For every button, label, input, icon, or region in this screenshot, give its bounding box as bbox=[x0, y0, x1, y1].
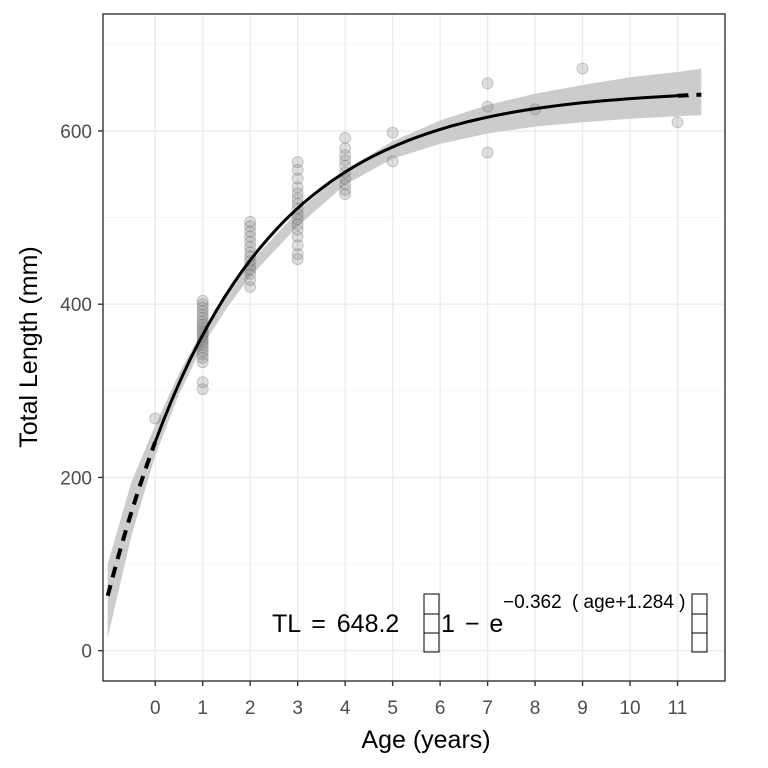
y-tick-label: 400 bbox=[60, 295, 92, 316]
data-point bbox=[339, 131, 352, 144]
data-point bbox=[196, 315, 209, 328]
x-tick-label: 7 bbox=[482, 698, 493, 719]
data-point bbox=[244, 230, 257, 243]
x-tick-label: 1 bbox=[197, 698, 208, 719]
equation-exponent-close: ) bbox=[679, 592, 685, 613]
data-point bbox=[244, 241, 257, 254]
data-point bbox=[481, 100, 494, 113]
data-point bbox=[244, 220, 257, 233]
data-point bbox=[196, 383, 209, 396]
data-point bbox=[244, 273, 257, 286]
data-point bbox=[339, 154, 352, 167]
data-point bbox=[196, 308, 209, 321]
data-point bbox=[339, 183, 352, 196]
data-point bbox=[149, 412, 162, 425]
plot-background bbox=[103, 14, 725, 681]
data-point bbox=[291, 223, 304, 236]
equation-exponent-inner: age+1.284 bbox=[584, 592, 675, 613]
x-tick-label: 8 bbox=[530, 698, 541, 719]
x-tick-label: 10 bbox=[619, 698, 640, 719]
svg-text:1 − e: 1 − e bbox=[441, 610, 503, 638]
data-point bbox=[196, 298, 209, 311]
data-point bbox=[671, 116, 684, 129]
equation-one: 1 bbox=[441, 610, 455, 638]
data-point bbox=[339, 188, 352, 201]
data-point bbox=[291, 218, 304, 231]
fit-line-extrapolated-low bbox=[105, 441, 158, 597]
fit-line-observed bbox=[153, 94, 678, 443]
data-point bbox=[244, 215, 257, 228]
x-tick-label: 11 bbox=[668, 698, 688, 719]
x-axis-ticks: 0 1 2 3 4 5 6 7 8 9 10 11 bbox=[150, 681, 687, 719]
x-tick-label: 2 bbox=[245, 698, 256, 719]
data-point bbox=[244, 267, 257, 280]
y-tick-label: 0 bbox=[81, 642, 92, 663]
data-point bbox=[291, 181, 304, 194]
equation-bracket-left-bottom bbox=[423, 632, 440, 653]
y-axis-title: Total Length (mm) bbox=[15, 246, 43, 447]
data-point bbox=[196, 351, 209, 364]
x-tick-label: 9 bbox=[577, 698, 588, 719]
data-point bbox=[339, 142, 352, 155]
equation-linf: 648.2 bbox=[337, 610, 400, 638]
data-point bbox=[196, 305, 209, 318]
data-point bbox=[291, 230, 304, 243]
data-point bbox=[339, 149, 352, 162]
data-point bbox=[196, 376, 209, 389]
equation-e: e bbox=[489, 610, 503, 638]
x-axis-title: Age (years) bbox=[361, 726, 490, 754]
svg-text:−0.362 ( age+1.284: −0.362 ( age+1.284 ) bbox=[503, 592, 686, 613]
data-point bbox=[481, 77, 494, 90]
data-point bbox=[291, 163, 304, 176]
data-point bbox=[291, 192, 304, 205]
data-point bbox=[386, 126, 399, 139]
equation-lhs: TL bbox=[272, 610, 301, 638]
data-point bbox=[196, 344, 209, 357]
fit-line-extrapolated-high bbox=[677, 92, 702, 98]
equation-exponent-open: ( bbox=[572, 592, 579, 613]
equation-equals: = bbox=[311, 610, 326, 638]
data-point bbox=[291, 213, 304, 226]
svg-text:TL = 648.2: TL = 648.2 bbox=[272, 610, 399, 638]
data-point bbox=[196, 356, 209, 369]
data-point bbox=[196, 312, 209, 325]
data-point bbox=[196, 294, 209, 307]
x-tick-label: 4 bbox=[340, 698, 351, 719]
y-axis-ticks: 0 200 400 600 bbox=[60, 122, 103, 663]
data-point bbox=[291, 247, 304, 260]
fit-line bbox=[105, 92, 702, 597]
plot-border bbox=[102, 13, 726, 682]
data-point bbox=[291, 187, 304, 200]
data-point bbox=[291, 239, 304, 252]
grid-lines bbox=[103, 14, 725, 681]
y-tick-label: 600 bbox=[60, 122, 92, 143]
data-point bbox=[244, 235, 257, 248]
x-tick-label: 0 bbox=[150, 698, 161, 719]
data-point bbox=[291, 156, 304, 169]
equation-annotation: TL = 648.2 1 − e −0.362 ( age+1.284 ) bbox=[272, 592, 708, 653]
equation-bracket-right-bottom bbox=[691, 632, 708, 653]
x-tick-label: 5 bbox=[387, 698, 398, 719]
data-point bbox=[481, 146, 494, 159]
data-point bbox=[576, 62, 589, 75]
x-tick-label: 6 bbox=[435, 698, 446, 719]
x-tick-label: 3 bbox=[292, 698, 303, 719]
data-point bbox=[196, 301, 209, 314]
data-point bbox=[291, 253, 304, 266]
equation-exponent-k: −0.362 bbox=[503, 592, 562, 613]
data-point bbox=[386, 155, 399, 168]
data-point bbox=[339, 178, 352, 191]
y-tick-label: 200 bbox=[60, 468, 92, 489]
equation-minus: − bbox=[465, 610, 480, 638]
data-points bbox=[149, 62, 684, 425]
data-point bbox=[196, 348, 209, 361]
data-point bbox=[244, 280, 257, 293]
data-point bbox=[291, 172, 304, 185]
data-point bbox=[244, 225, 257, 238]
